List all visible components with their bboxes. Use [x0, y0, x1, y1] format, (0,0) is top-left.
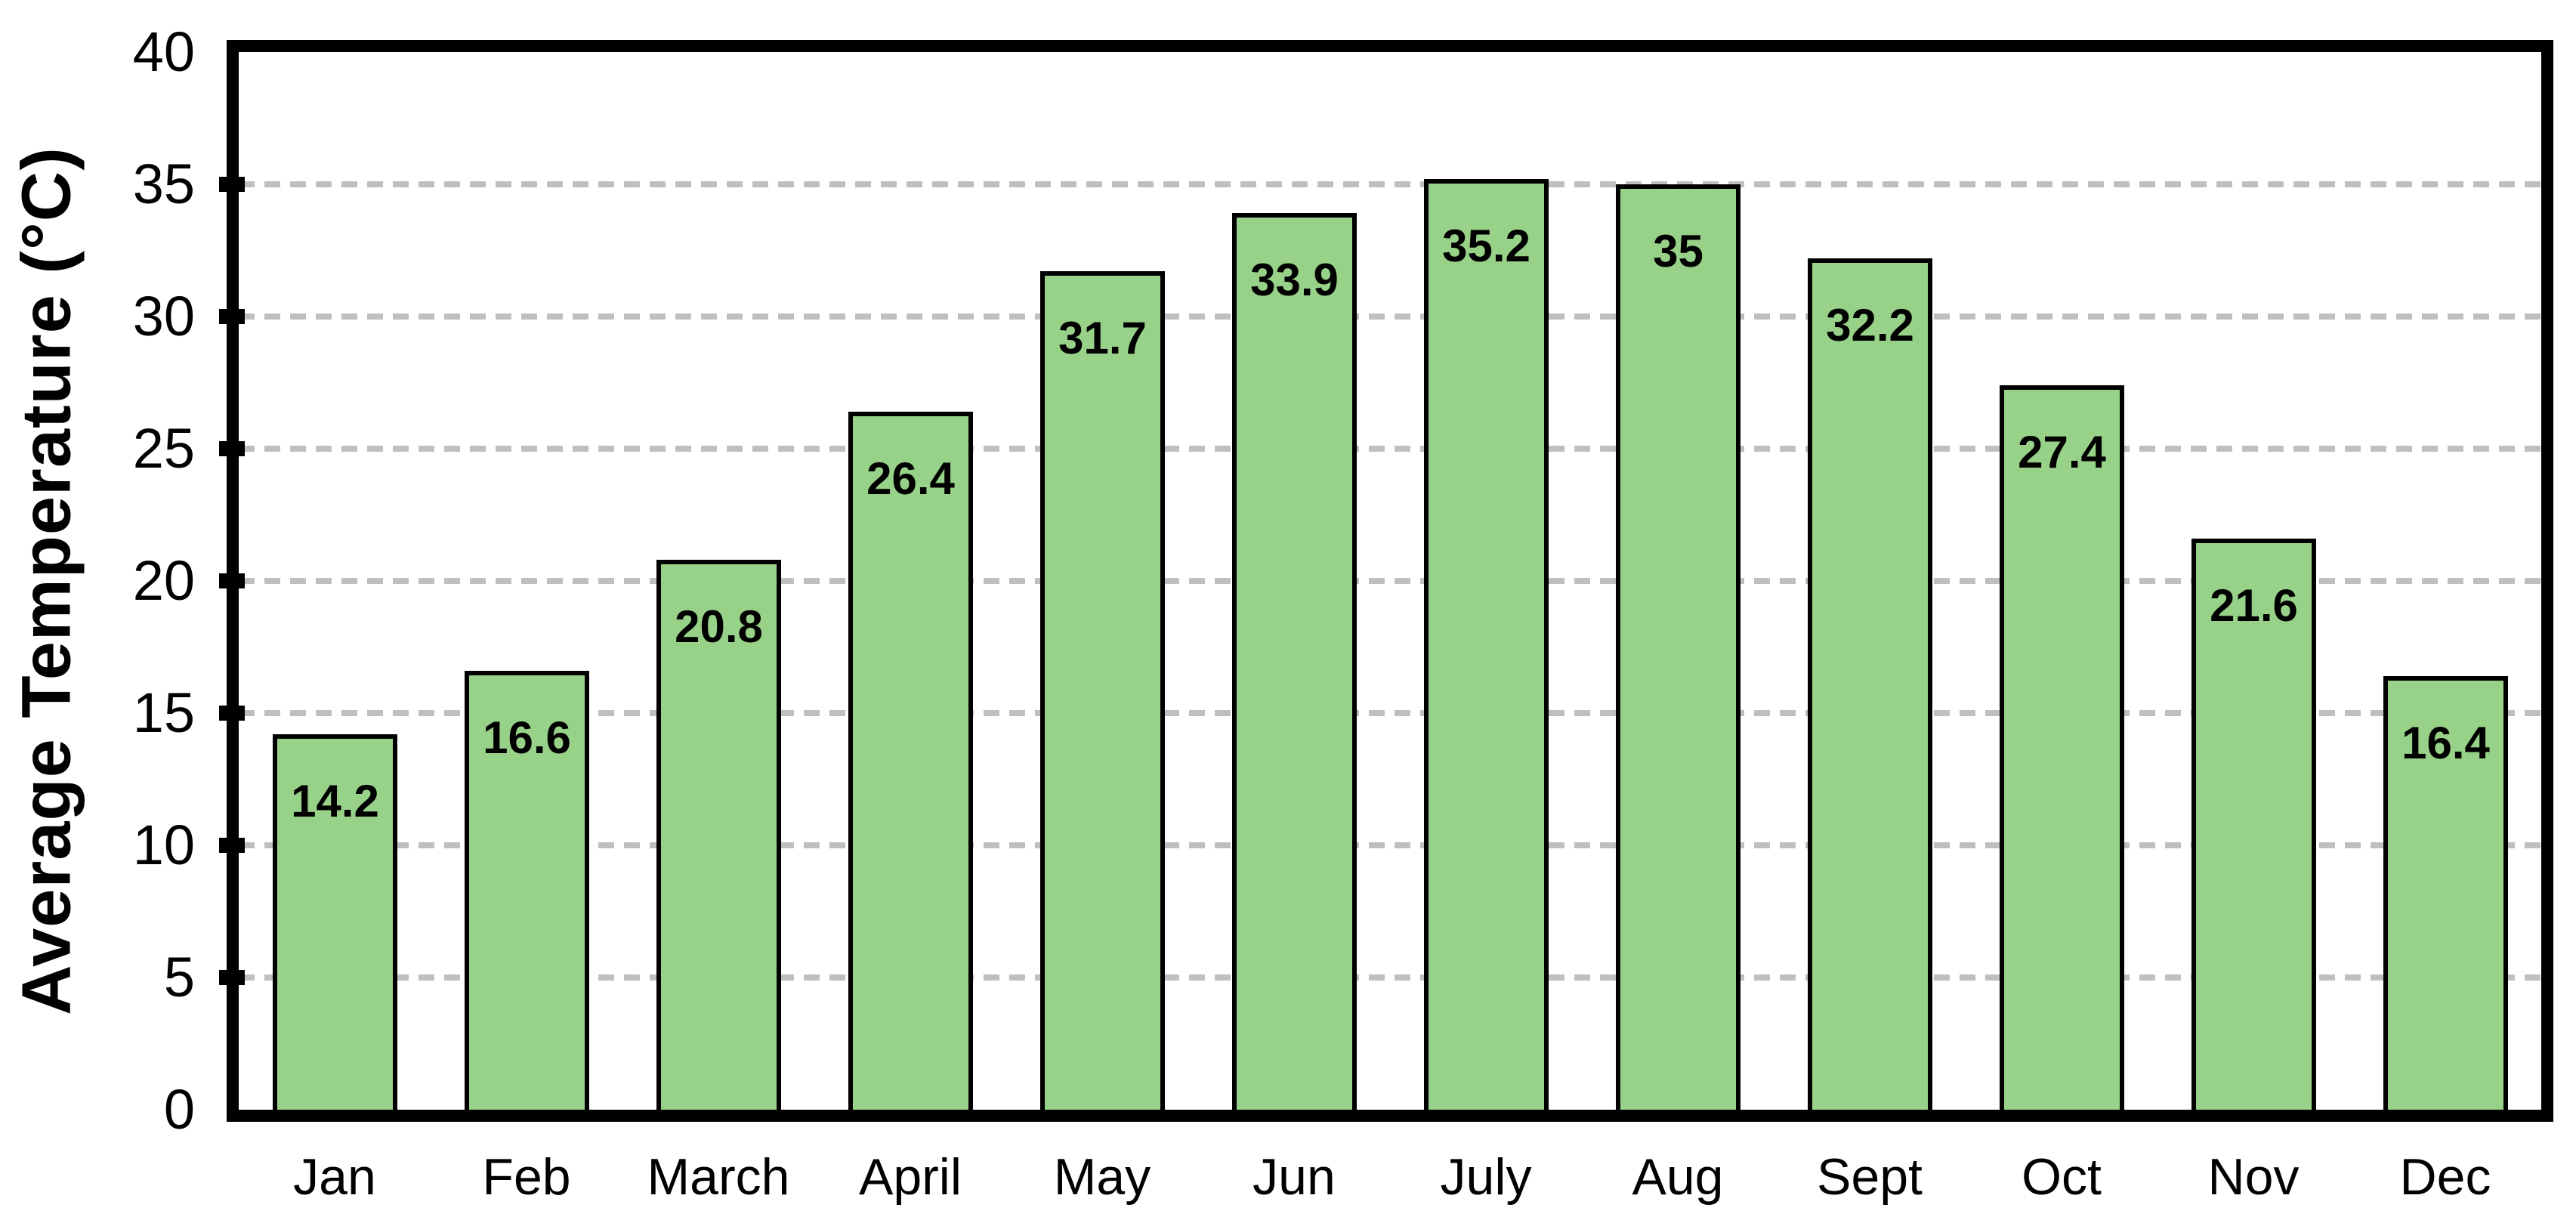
bar-value-label: 16.6 [483, 712, 571, 763]
x-axis-label: Feb [482, 1148, 571, 1206]
bar-value-label: 33.9 [1250, 255, 1339, 305]
bar-may: 31.7 [1040, 271, 1165, 1110]
gridline [239, 578, 2541, 584]
x-axis-label: Dec [2399, 1148, 2491, 1206]
y-tick-label: 20 [132, 549, 195, 612]
bar-feb: 16.6 [465, 671, 589, 1110]
x-axis-label: May [1053, 1148, 1151, 1206]
y-tick-label: 0 [163, 1078, 195, 1141]
x-axis-label: Oct [2022, 1148, 2102, 1206]
gridline [239, 446, 2541, 452]
bar-value-label: 32.2 [1826, 300, 1914, 351]
bar-value-label: 35.2 [1442, 221, 1530, 271]
bar-value-label: 14.2 [291, 776, 379, 826]
bar-july: 35.2 [1424, 179, 1549, 1110]
x-axis-label: Jun [1252, 1148, 1336, 1206]
y-tick-mark [219, 838, 245, 853]
y-tick-label: 30 [132, 285, 195, 347]
y-tick-mark [219, 970, 245, 985]
bar-value-label: 20.8 [675, 601, 763, 652]
y-tick-mark [219, 706, 245, 721]
bar-value-label: 35 [1653, 226, 1703, 276]
gridline [239, 974, 2541, 981]
y-tick-label: 35 [132, 153, 195, 215]
y-tick-mark [219, 309, 245, 324]
bar-jun: 33.9 [1232, 213, 1357, 1110]
bar-value-label: 31.7 [1058, 313, 1147, 363]
gridline [239, 842, 2541, 848]
x-axis-label: April [858, 1148, 962, 1206]
x-axis-label: March [647, 1148, 790, 1206]
bar-march: 20.8 [656, 560, 781, 1110]
gridline [239, 181, 2541, 187]
x-axis-label: Aug [1632, 1148, 1724, 1206]
bar-value-label: 26.4 [866, 453, 955, 504]
bar-value-label: 16.4 [2401, 718, 2490, 768]
y-tick-label: 25 [132, 417, 195, 480]
bar-dec: 16.4 [2383, 676, 2508, 1110]
bar-jan: 14.2 [273, 734, 397, 1110]
bar-oct: 27.4 [2000, 385, 2124, 1110]
bar-aug: 35 [1616, 184, 1740, 1110]
gridline [239, 313, 2541, 320]
x-axis-label: Jan [293, 1148, 376, 1206]
bar-sept: 32.2 [1808, 258, 1932, 1110]
gridline [239, 710, 2541, 716]
x-axis-label: Nov [2207, 1148, 2300, 1206]
y-tick-mark [219, 441, 245, 456]
bar-april: 26.4 [848, 412, 973, 1110]
bar-value-label: 27.4 [2018, 427, 2106, 477]
y-tick-label: 10 [132, 814, 195, 876]
y-tick-label: 15 [132, 681, 195, 744]
bar-value-label: 21.6 [2210, 580, 2298, 631]
y-tick-label: 40 [132, 20, 195, 83]
x-axis-label: Sept [1817, 1148, 1923, 1206]
y-tick-mark [219, 177, 245, 192]
plot-area: 14.2 16.6 20.8 26.4 31.7 33.9 35.2 35 32.2 27.4 21… [219, 40, 2553, 1122]
y-tick-mark [219, 573, 245, 588]
x-axis-label: July [1440, 1148, 1532, 1206]
y-tick-label: 5 [163, 946, 195, 1008]
bar-nov: 21.6 [2191, 539, 2316, 1110]
